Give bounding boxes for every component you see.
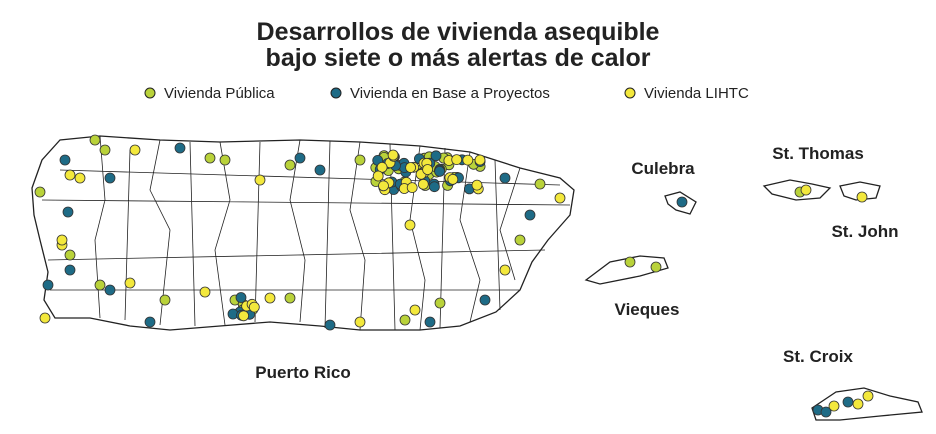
development-dot: [474, 154, 486, 166]
place-label: Culebra: [631, 159, 695, 178]
development-dot: [104, 284, 116, 296]
development-dot: [462, 154, 474, 166]
development-dot: [406, 182, 418, 194]
legend-swatch: [144, 87, 156, 99]
development-dot: [405, 162, 417, 173]
development-dot: [499, 264, 511, 276]
development-dot: [199, 286, 211, 298]
development-dot: [62, 206, 74, 218]
development-dot: [800, 184, 812, 196]
development-dot: [354, 154, 366, 166]
development-dot: [378, 180, 389, 192]
development-dot: [409, 304, 421, 316]
development-dot: [248, 301, 260, 313]
development-dot: [856, 191, 868, 203]
development-dot: [159, 294, 171, 306]
development-dot: [862, 390, 874, 402]
development-dot: [417, 178, 429, 190]
development-dot: [264, 292, 276, 304]
development-dot: [64, 264, 76, 276]
development-dot: [534, 178, 546, 190]
development-dot: [144, 316, 156, 328]
development-dot: [430, 150, 442, 162]
legend-label: Vivienda Pública: [164, 85, 275, 102]
development-dot: [479, 294, 491, 306]
development-dot: [428, 181, 440, 193]
legend-label: Vivienda en Base a Proyectos: [350, 85, 550, 102]
development-dot: [451, 154, 463, 166]
development-dot: [74, 172, 86, 184]
puerto-rico-outline: [31, 135, 575, 331]
development-dot: [89, 134, 101, 146]
development-dot: [284, 292, 296, 304]
development-dot: [64, 169, 76, 181]
development-dot: [94, 279, 106, 291]
development-dot: [471, 179, 483, 191]
development-dot: [254, 174, 266, 186]
development-dot: [294, 152, 306, 164]
development-dot: [56, 234, 68, 246]
development-dot: [39, 312, 51, 324]
development-dot: [387, 149, 399, 161]
development-dot: [828, 400, 840, 412]
legend: Vivienda Pública Vivienda en Base a Proye…: [144, 85, 749, 102]
place-label: Puerto Rico: [255, 363, 350, 382]
development-dot: [499, 172, 511, 184]
development-dot: [235, 292, 247, 303]
development-dot: [842, 396, 854, 408]
legend-swatch: [330, 87, 342, 99]
islands: [31, 135, 923, 421]
development-dot: [42, 279, 54, 291]
development-dot: [554, 192, 566, 204]
development-dot: [238, 310, 250, 322]
development-dot: [314, 164, 326, 176]
development-dot: [284, 159, 296, 171]
development-points: [34, 134, 874, 418]
st-croix: [811, 387, 923, 421]
development-dot: [424, 316, 436, 328]
development-dot: [64, 249, 76, 261]
development-dot: [174, 142, 186, 154]
development-dot: [434, 297, 446, 309]
development-dot: [204, 152, 216, 164]
title-line: bajo siete o más alertas de calor: [266, 44, 651, 72]
development-dot: [324, 319, 336, 331]
development-dot: [219, 154, 231, 166]
place-label: Vieques: [615, 300, 680, 319]
development-dot: [650, 261, 662, 273]
development-dot: [514, 234, 526, 246]
development-dot: [124, 277, 136, 289]
development-dot: [447, 173, 459, 185]
development-dot: [104, 172, 116, 184]
development-dot: [59, 154, 71, 166]
development-dot: [820, 406, 832, 418]
development-dot: [399, 314, 411, 326]
development-dot: [434, 165, 446, 177]
place-label: St. Thomas: [772, 144, 864, 163]
development-dot: [852, 398, 864, 410]
development-dot: [404, 219, 416, 231]
title-line: Desarrollos de vivienda asequible: [257, 18, 660, 46]
place-label: St. John: [831, 222, 898, 241]
legend-label: Vivienda LIHTC: [644, 85, 749, 102]
vieques: [584, 255, 669, 285]
development-dot: [354, 316, 366, 328]
development-dot: [676, 196, 688, 208]
municipal-boundaries: [41, 135, 571, 331]
st-john: [839, 181, 881, 201]
development-dot: [99, 144, 111, 156]
development-dot: [624, 256, 636, 268]
development-dot: [524, 209, 536, 221]
legend-swatch: [624, 87, 636, 99]
development-dot: [422, 164, 434, 175]
place-label: St. Croix: [783, 347, 853, 366]
development-dot: [372, 170, 384, 182]
development-dot: [129, 144, 141, 156]
development-dot: [34, 186, 46, 198]
